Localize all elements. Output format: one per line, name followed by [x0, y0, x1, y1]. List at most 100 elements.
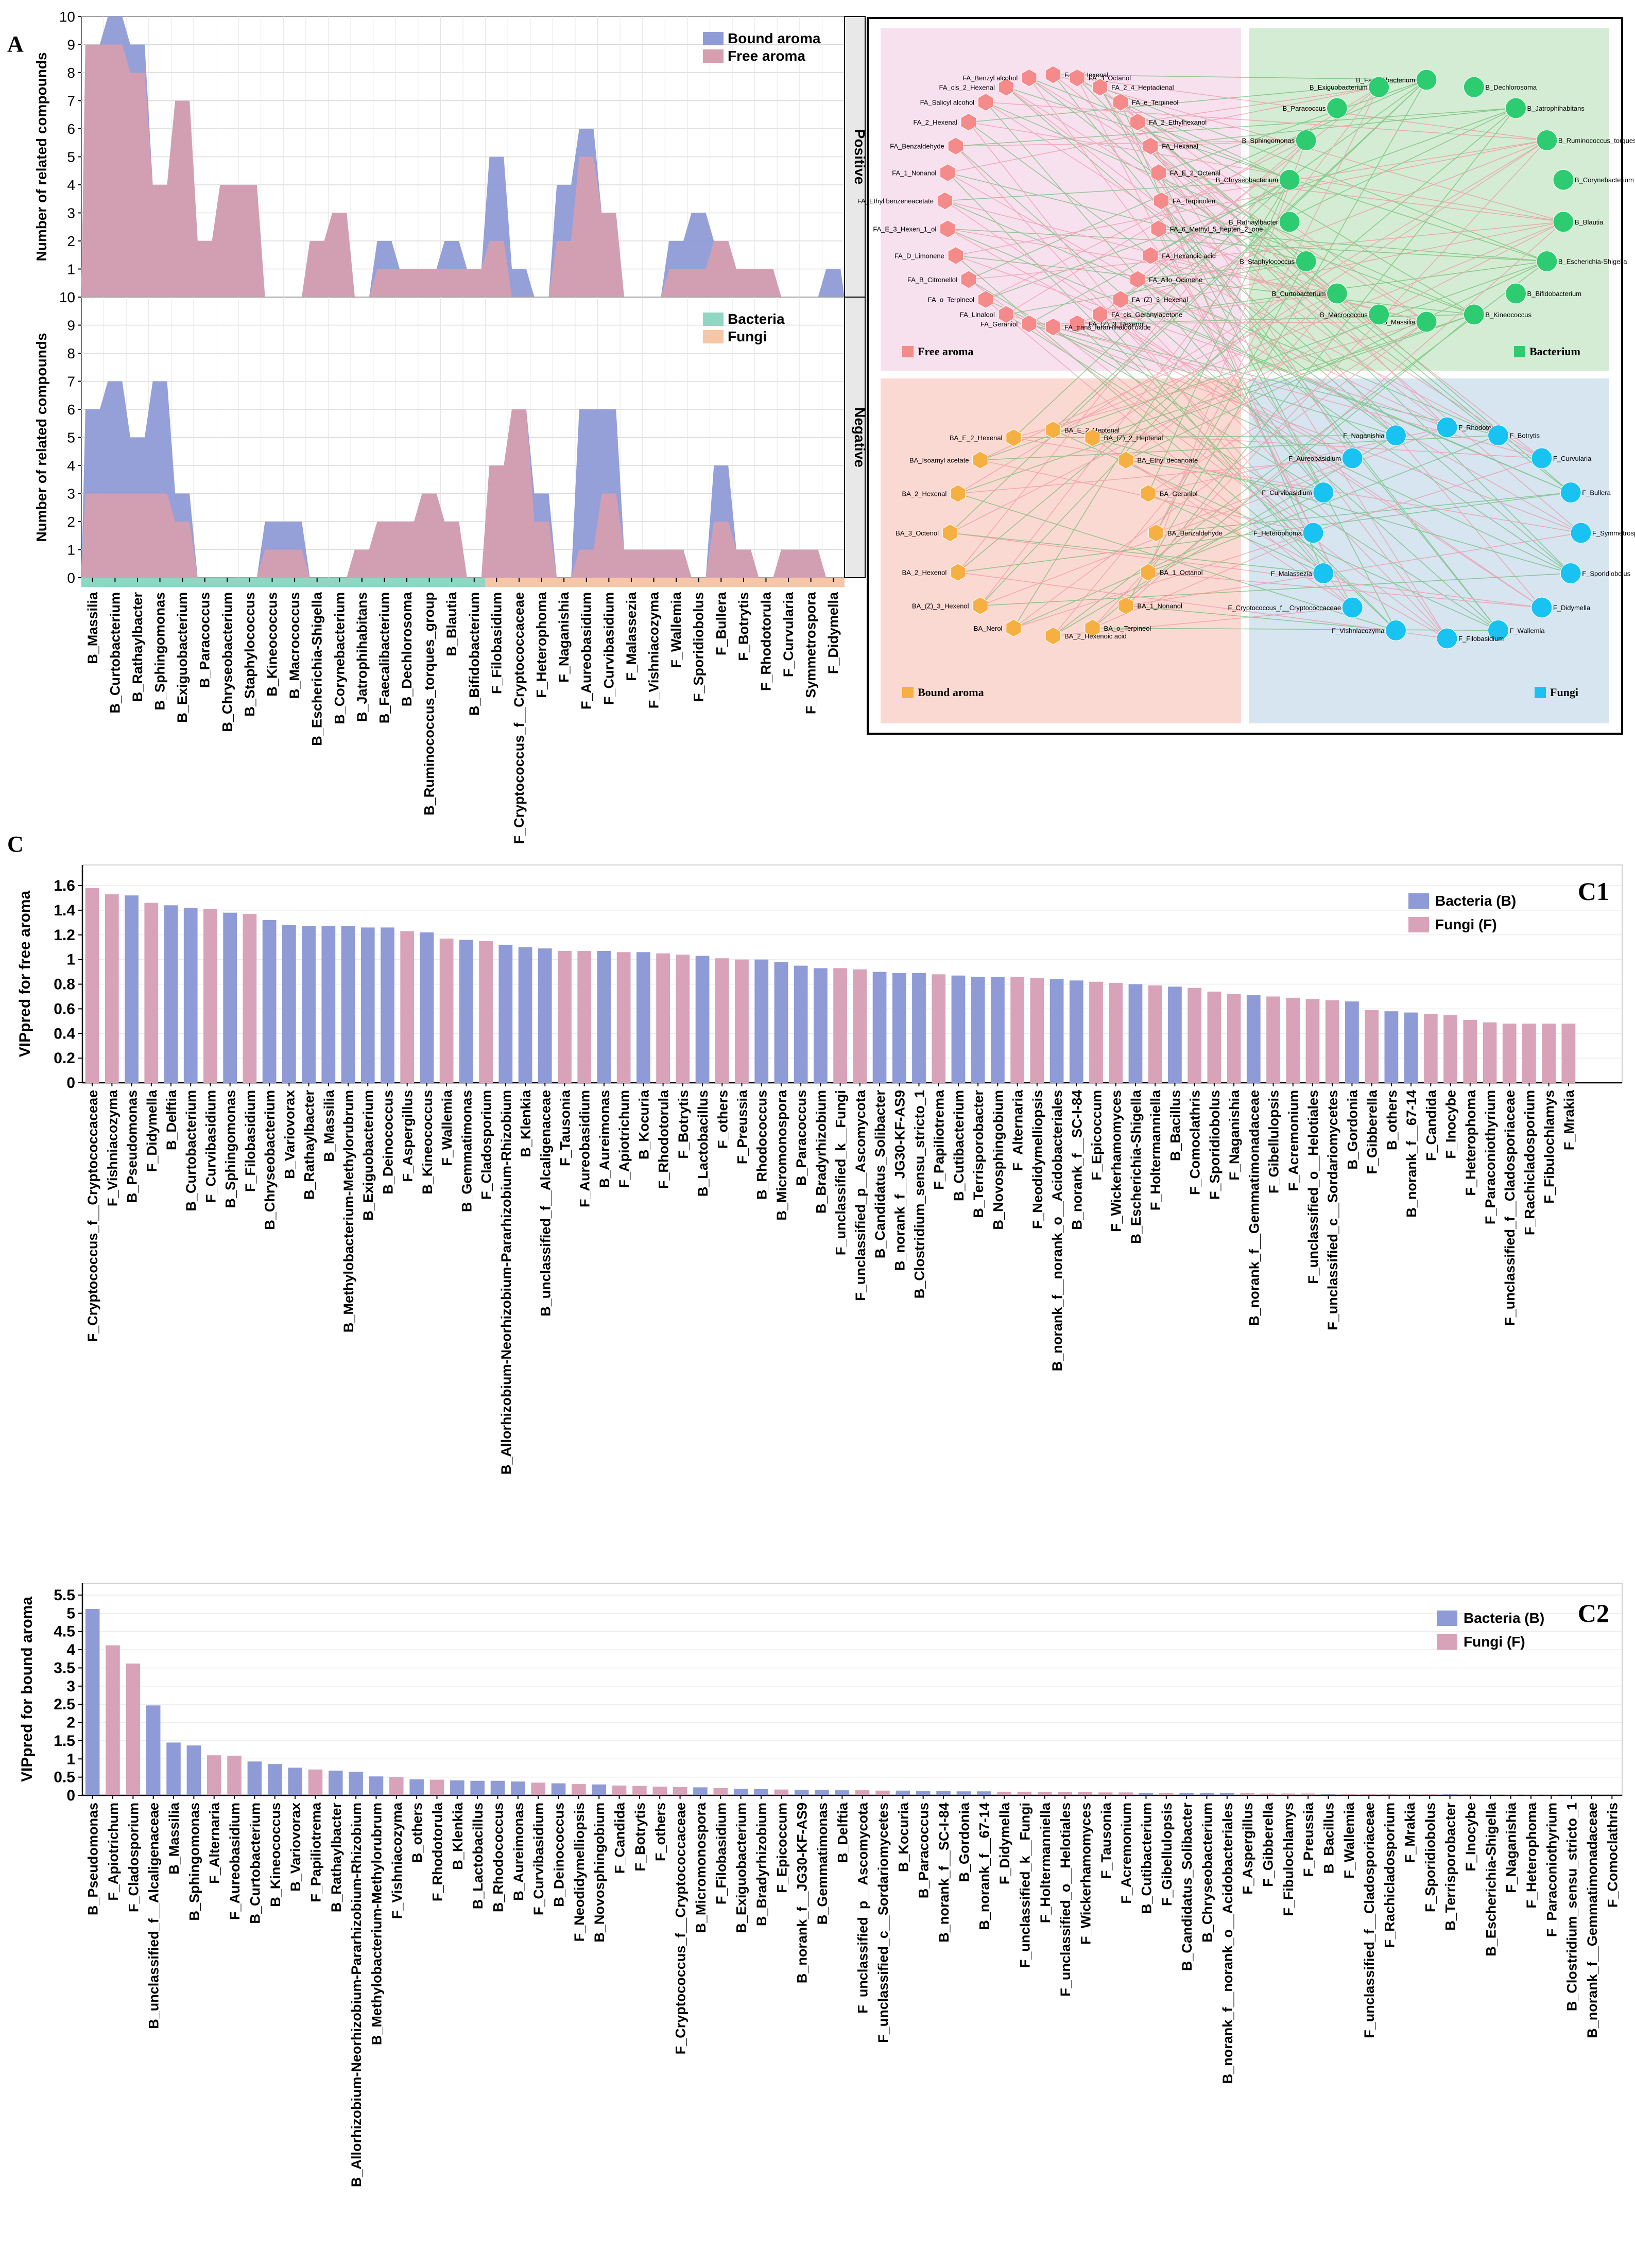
free-node-label: FA_Linalool [960, 311, 995, 319]
network-edge [1028, 77, 1571, 493]
bacteria-node [1295, 130, 1317, 151]
free-node [1112, 290, 1129, 309]
chartC2-bar [774, 1789, 789, 1795]
network-edge [944, 200, 1499, 436]
network-edge [958, 572, 1448, 639]
chartC1-x-tick-label: F_Inocybe [1443, 1090, 1459, 1159]
chartC1-bar [1443, 1015, 1457, 1083]
chartC1-y-tick: 0.6 [54, 1000, 75, 1017]
chartC1-bar [1148, 985, 1162, 1083]
network-edge [985, 299, 1353, 608]
chartC1-x-tick-label: F_Wallemia [439, 1089, 455, 1166]
free-node-label: FA_E_2_Octenal [1170, 169, 1220, 177]
network-edge [1092, 140, 1547, 438]
chartC2-bar [227, 1755, 242, 1795]
chartC1-x-tick-label: B_norank_f__norank_o__Acidobacteriales [1049, 1090, 1065, 1371]
free-node [960, 270, 977, 289]
bacteria-node-label: B_Exiguobacterium [1310, 83, 1368, 91]
free-node [1092, 78, 1108, 96]
chartC1-bar [695, 956, 710, 1083]
chartC2-x-tick-label: F_Comoclathris [1605, 1803, 1620, 1908]
chartC1-bar [164, 905, 178, 1083]
bound-node-label: BA_1_Octanol [1160, 569, 1203, 577]
chartC2-x-tick-label: B_Allorhizobium-Neorhizobium-Pararhizobi… [349, 1803, 364, 2187]
chartC2-x-tick-label: B_Kineococcus [268, 1803, 283, 1907]
bound-node [950, 563, 966, 582]
chartC2-x-tick-label: F_Rhodotorula [429, 1802, 445, 1901]
chartC2-x-tick-label: B_Massilia [166, 1802, 182, 1875]
free-node [998, 78, 1014, 96]
chartC2-bar [186, 1745, 201, 1795]
x-tick-label: F_Bullera [713, 592, 729, 655]
chartC1-x-tick-label: F_Vishniacozyma [105, 1089, 120, 1206]
chartC1-x-tick-label: F_Sporidiobolus [1207, 1090, 1223, 1200]
bacteria-node [1463, 76, 1485, 98]
bacteria-node-label: B_Escherichia-Shigella [1558, 258, 1627, 266]
chartC2-bar [1341, 1794, 1356, 1795]
network-edge [1120, 140, 1306, 300]
chartC2-bar [1321, 1794, 1336, 1795]
chartC1-x-tick-label: B_norank_f__Gemmatimonadaceae [1246, 1090, 1262, 1326]
chartC2-panel-tag: C2 [1578, 1599, 1609, 1628]
negative-y-tick: 10 [59, 289, 75, 305]
chartC2-x-tick-label: F_Acremonium [1118, 1803, 1134, 1904]
chartC2-y-tick: 5 [66, 1605, 75, 1622]
x-tick-label: F_Botrytis [736, 592, 751, 661]
chartC2-x-tick-label: F_Rachicladosporium [1382, 1803, 1398, 1948]
free-node [1150, 219, 1166, 238]
network-edge [1156, 86, 1380, 533]
fungi-node-label: F_Heterophoma [1253, 529, 1302, 537]
bacteria-node [1368, 304, 1390, 325]
fungi-node [1385, 619, 1407, 641]
network-edge [1028, 77, 1427, 322]
positive-legend-swatch-1 [703, 32, 724, 45]
free-node-label: FA_2_4_Heptadienal [1111, 83, 1174, 91]
x-tick-label: B_Kineococcus [265, 592, 280, 697]
chartC2-bar [1199, 1793, 1214, 1795]
x-tick-label: B_Chryseobacterium [219, 592, 235, 732]
network-edge [1013, 179, 1290, 629]
chartC1-bar [754, 959, 769, 1083]
chartC2-bar [1037, 1792, 1052, 1795]
chartC2-x-tick-label: B_Kocuria [896, 1802, 911, 1872]
chartC1-bar [144, 903, 159, 1083]
chartC2-x-tick-label: B_Gordonia [956, 1802, 972, 1882]
bacteria-node-label: B_Sphingomonas [1242, 137, 1295, 145]
x-tick-label: B_Exiguobacterium [175, 592, 190, 723]
chartC1-bar [1246, 995, 1261, 1083]
chartC1-x-tick-label: B_Cutibacterium [951, 1090, 967, 1201]
bacteria-node-label: B_Dechlorosoma [1485, 83, 1537, 91]
chartC1-bar [932, 974, 946, 1083]
chartC1-x-tick-label: F_Gibberella [1365, 1089, 1380, 1174]
bound-node-label: BA_Isoamyl acetate [909, 457, 969, 464]
x-tick-label: F_Vishniacozyma [646, 592, 662, 708]
chartC1-bar [243, 914, 257, 1083]
x-tick-label: B_Curtobacterium [107, 592, 123, 714]
fungi-node [1531, 597, 1553, 618]
chartC1-y-tick: 0.2 [54, 1050, 75, 1067]
x-tick-label: F_Rhodotorula [758, 592, 773, 691]
negative-y-tick: 8 [67, 345, 75, 361]
chartC1-bar [203, 909, 217, 1083]
free-node [940, 219, 956, 238]
network-edge [968, 79, 1427, 280]
chartC1-bar [892, 973, 906, 1083]
chartC1-bar [400, 931, 415, 1083]
chartC2-bar [308, 1769, 323, 1795]
chartC1-bar [912, 973, 926, 1083]
chartC2-y-tick: 0 [66, 1787, 75, 1804]
chartC1-x-tick-label: F_Alternaria [1010, 1089, 1026, 1171]
fungi-node [1313, 562, 1334, 584]
free-node-label: FA_(Z)_3_Hexenol [1089, 320, 1145, 328]
chartC2-bar [976, 1791, 991, 1795]
chartC2-x-tick-label: F_Epicoccum [774, 1803, 789, 1893]
network-edge [1099, 314, 1324, 574]
fungi-node [1531, 447, 1553, 469]
bacteria-node [1536, 130, 1558, 151]
chartC1-x-tick-label: F_Candida [1423, 1089, 1439, 1161]
chartC1-bar [302, 926, 316, 1083]
fungi-node-label: F_Wallemia [1509, 627, 1545, 634]
chartC2-bar [106, 1645, 120, 1795]
chartC2-y-axis-label: VIPpred for bound aroma [19, 1597, 36, 1782]
positive-y-tick: 10 [59, 9, 75, 25]
